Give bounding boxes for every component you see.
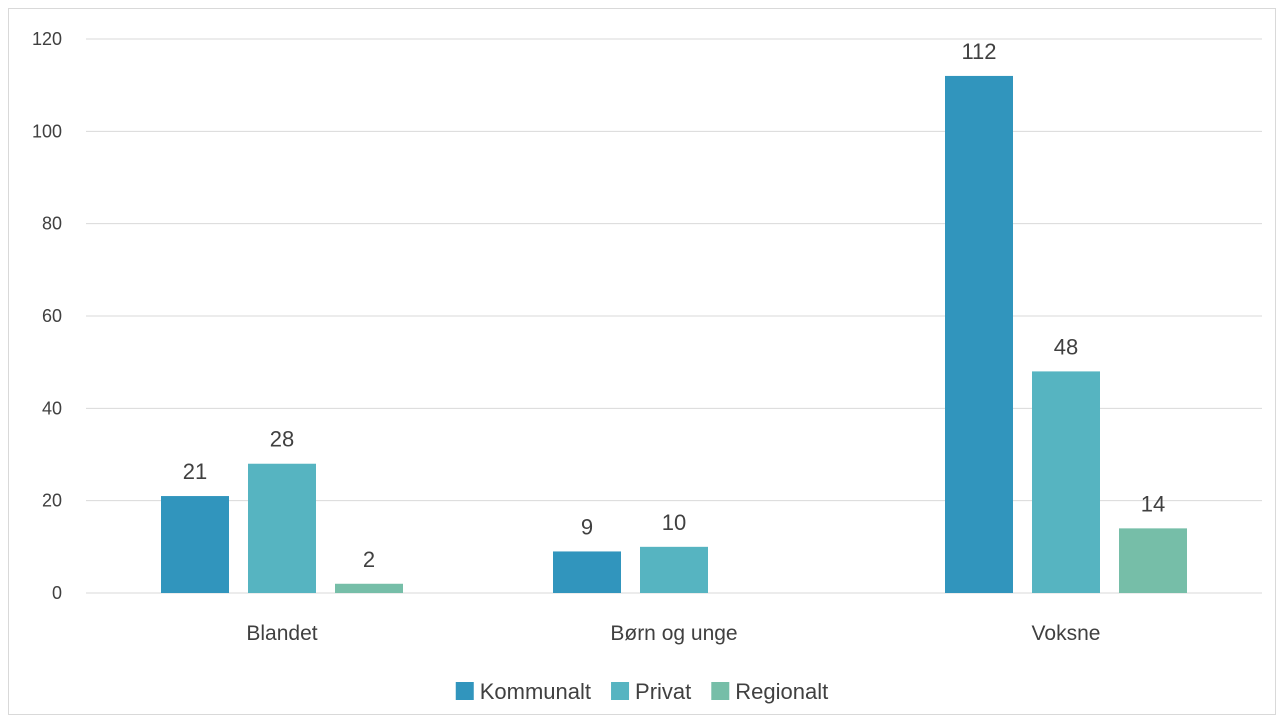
y-axis-ticks: 0 20 40 60 80 100 120: [32, 29, 62, 603]
data-label: 9: [581, 514, 593, 539]
legend-swatch-privat: [611, 682, 630, 700]
bar-regionalt-blandet: [335, 583, 403, 593]
y-tick-label: 120: [32, 29, 62, 49]
x-category-label: Voksne: [1032, 622, 1101, 645]
bar-kommunalt-blandet: [161, 496, 229, 593]
data-label: 112: [961, 39, 996, 64]
x-axis-categories: Blandet Børn og unge Voksne: [246, 622, 1100, 645]
legend-label-privat: Privat: [635, 679, 691, 704]
bar-privat-voksne: [1032, 371, 1100, 593]
legend: Kommunalt Privat Regionalt: [455, 679, 828, 704]
y-tick-label: 0: [52, 583, 62, 603]
bar-privat-b-rn-og-unge: [640, 546, 708, 593]
data-label: 48: [1054, 334, 1078, 359]
data-label: 10: [662, 510, 686, 535]
x-category-label: Blandet: [246, 622, 317, 645]
legend-label-regionalt: Regionalt: [735, 679, 828, 704]
y-tick-label: 80: [42, 214, 62, 234]
bars: [161, 75, 1187, 593]
legend-swatch-regionalt: [711, 682, 730, 700]
data-labels: 21 28 2 9 10 112 48 14: [183, 39, 1165, 572]
x-category-label: Børn og unge: [610, 622, 737, 645]
legend-label-kommunalt: Kommunalt: [480, 679, 591, 704]
data-label: 21: [183, 459, 207, 484]
data-label: 14: [1141, 491, 1165, 516]
y-tick-label: 20: [42, 491, 62, 511]
y-tick-label: 40: [42, 398, 62, 418]
bar-privat-blandet: [248, 463, 316, 593]
y-tick-label: 60: [42, 306, 62, 326]
bar-kommunalt-voksne: [945, 75, 1013, 593]
bar-regionalt-voksne: [1119, 528, 1187, 593]
data-label: 28: [270, 427, 294, 452]
data-label: 2: [363, 547, 375, 572]
chart-frame: [8, 8, 1276, 715]
y-tick-label: 100: [32, 121, 62, 141]
bar-kommunalt-b-rn-og-unge: [553, 551, 621, 593]
legend-swatch-kommunalt: [455, 682, 474, 700]
